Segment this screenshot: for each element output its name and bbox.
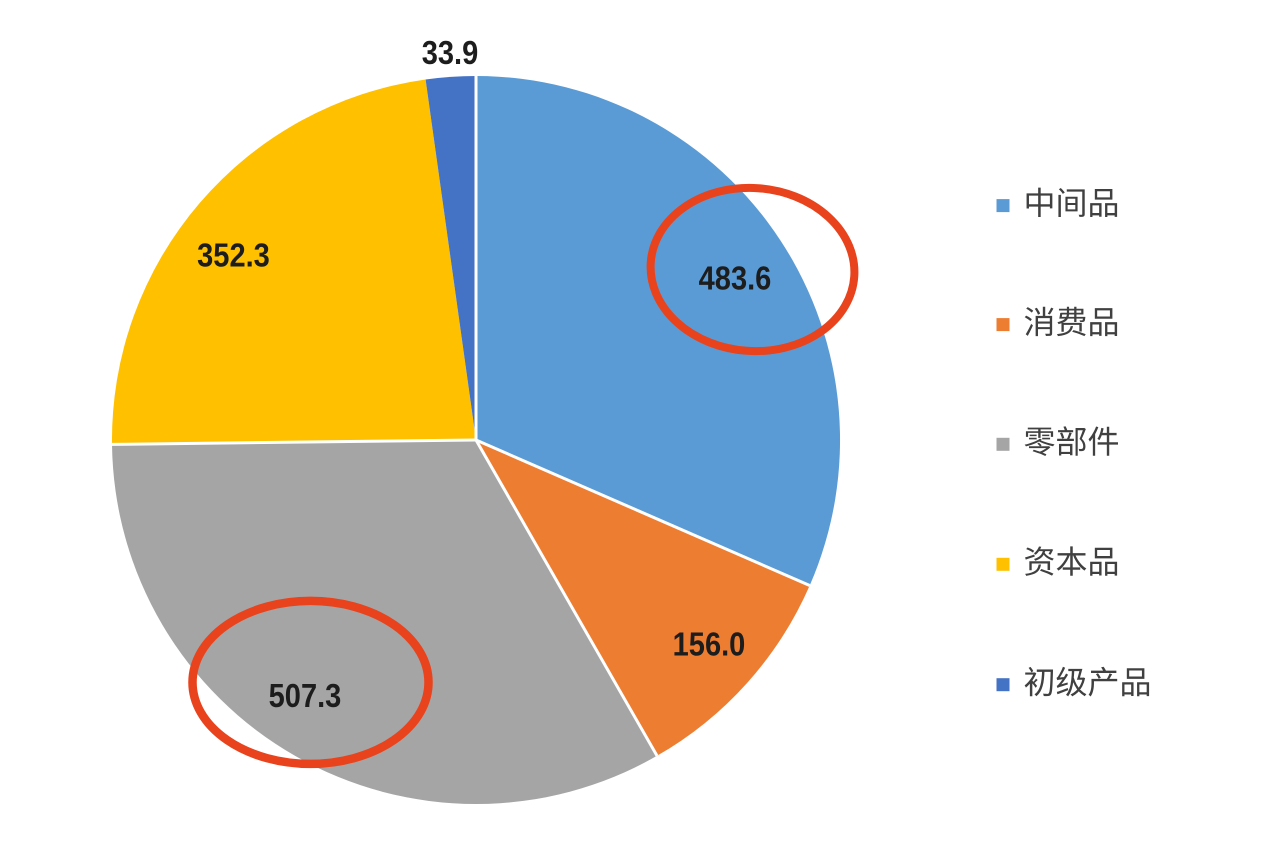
- svg-text:483.6: 483.6: [699, 260, 772, 297]
- svg-text:33.9: 33.9: [422, 34, 479, 71]
- svg-text:156.0: 156.0: [673, 626, 746, 663]
- svg-text:507.3: 507.3: [269, 677, 342, 714]
- svg-text:352.3: 352.3: [197, 237, 270, 274]
